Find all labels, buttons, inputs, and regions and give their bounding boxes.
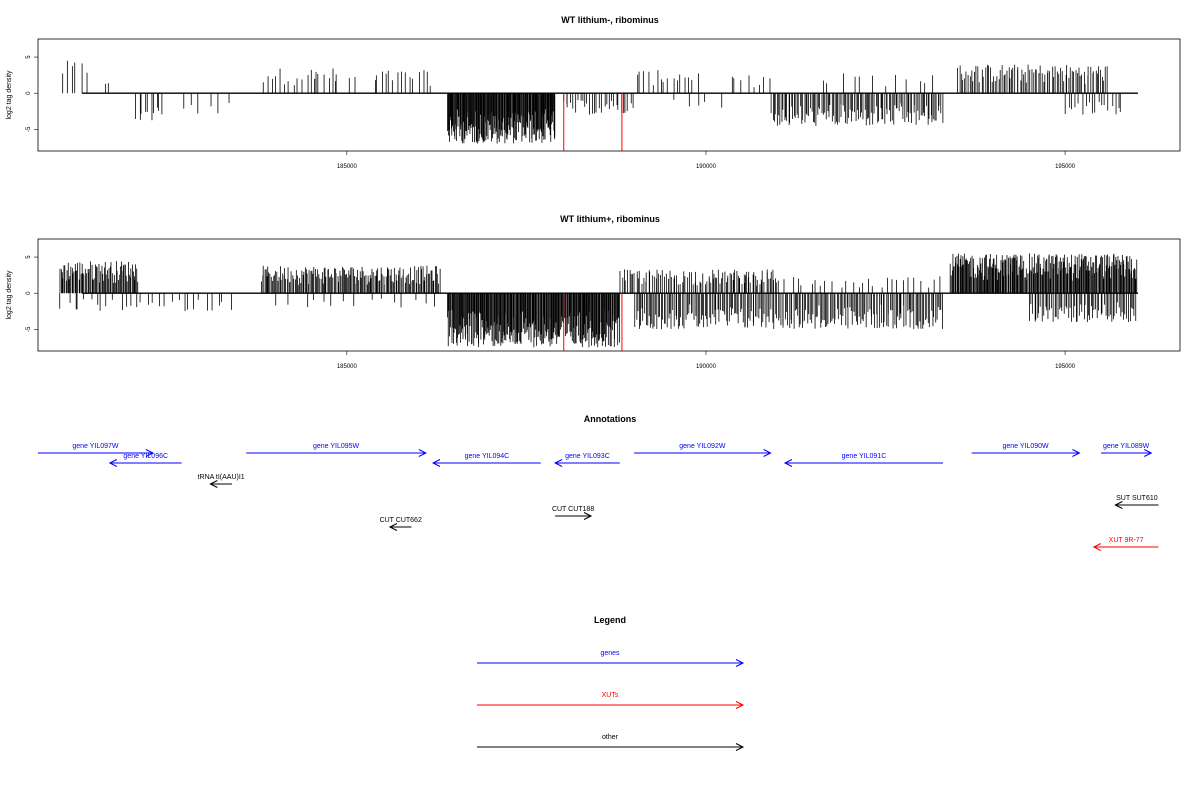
plot-frame [37, 238, 1181, 352]
annotation-label: gene YIL094C [465, 453, 510, 460]
annotation-arrow: gene YIL094C [431, 453, 541, 467]
y-tick-label: 5 [26, 255, 32, 259]
annotation-arrow: gene YIL091C [783, 453, 943, 467]
annotation-arrow: SUT SUT610 [1114, 495, 1159, 509]
annotation-label: SUT SUT610 [1116, 495, 1158, 502]
plot-frame [37, 38, 1181, 152]
panel-title: WT lithium-, ribominus [561, 15, 659, 25]
annotation-arrow: gene YIL089W [1100, 443, 1153, 457]
x-tick-label: 195000 [1055, 164, 1076, 170]
panel-lithium-plus: WT lithium+, ribominus log2 tag density … [6, 214, 1181, 370]
panel-title: WT lithium+, ribominus [560, 214, 660, 224]
y-axis-label: log2 tag density [6, 270, 13, 320]
annotation-label: CUT CUT662 [380, 517, 422, 524]
annotation-arrow: tRNA tI(AAU)I1 [198, 474, 245, 488]
annotation-arrow: gene YIL096C [108, 453, 182, 467]
density-bars [59, 253, 1138, 348]
x-tick-labels: 185000 190000 195000 [337, 151, 1076, 170]
annotation-label: gene YIL093C [565, 453, 610, 460]
y-tick-label: -5 [26, 126, 32, 132]
x-tick-label: 190000 [696, 364, 717, 370]
x-tick-label: 185000 [337, 364, 358, 370]
legend-item: other [477, 734, 745, 751]
annotation-arrow: gene YIL095W [246, 443, 427, 457]
annotation-label: gene YIL097W [72, 443, 119, 450]
annotation-label: gene YIL090W [1002, 443, 1049, 450]
legend: Legend genes XUTs other [477, 615, 745, 751]
x-tick-labels: 185000 190000 195000 [337, 351, 1076, 370]
x-tick-label: 195000 [1055, 364, 1076, 370]
legend-item: XUTs [477, 692, 745, 709]
annotation-label: gene YIL095W [313, 443, 360, 450]
annotation-arrow: gene YIL097W [38, 443, 155, 457]
annotation-label: gene YIL091C [842, 453, 887, 460]
x-tick-label: 190000 [696, 164, 717, 170]
annotation-arrow: gene YIL092W [634, 443, 772, 457]
highlight-bars [563, 293, 623, 351]
annotation-arrow: XUT 9R-77 [1092, 537, 1159, 551]
annotations-track: Annotations gene YIL097W gene YIL096C tRNA… [38, 414, 1159, 551]
y-tick-label: 5 [26, 55, 32, 59]
highlight-bars [563, 93, 623, 151]
legend-label: XUTs [602, 692, 619, 699]
annotation-label: CUT CUT188 [552, 506, 594, 513]
y-tick-labels: 5 0 -5 [26, 255, 38, 332]
x-tick-label: 185000 [337, 164, 358, 170]
annotation-label: XUT 9R-77 [1109, 537, 1144, 544]
legend-item: genes [477, 650, 745, 667]
y-tick-labels: 5 0 -5 [26, 55, 38, 132]
panel-lithium-minus: WT lithium-, ribominus log2 tag density … [6, 15, 1181, 170]
annotation-label: gene YIL092W [679, 443, 726, 450]
y-tick-label: 0 [26, 91, 32, 95]
y-tick-label: 0 [26, 291, 32, 295]
legend-title: Legend [594, 615, 626, 625]
y-tick-label: -5 [26, 326, 32, 332]
annotation-arrow: CUT CUT662 [380, 517, 422, 531]
annotation-arrow: gene YIL090W [971, 443, 1081, 457]
annotation-label: gene YIL096C [123, 453, 168, 460]
annotation-label: tRNA tI(AAU)I1 [198, 474, 245, 481]
annotation-arrow: CUT CUT188 [552, 506, 594, 520]
annotation-label: gene YIL089W [1103, 443, 1150, 450]
legend-label: other [602, 734, 619, 741]
density-bars [62, 60, 1121, 144]
annotation-arrow: gene YIL093C [554, 453, 620, 467]
legend-label: genes [600, 650, 620, 657]
y-axis-label: log2 tag density [6, 70, 13, 120]
annotations-title: Annotations [584, 414, 637, 424]
